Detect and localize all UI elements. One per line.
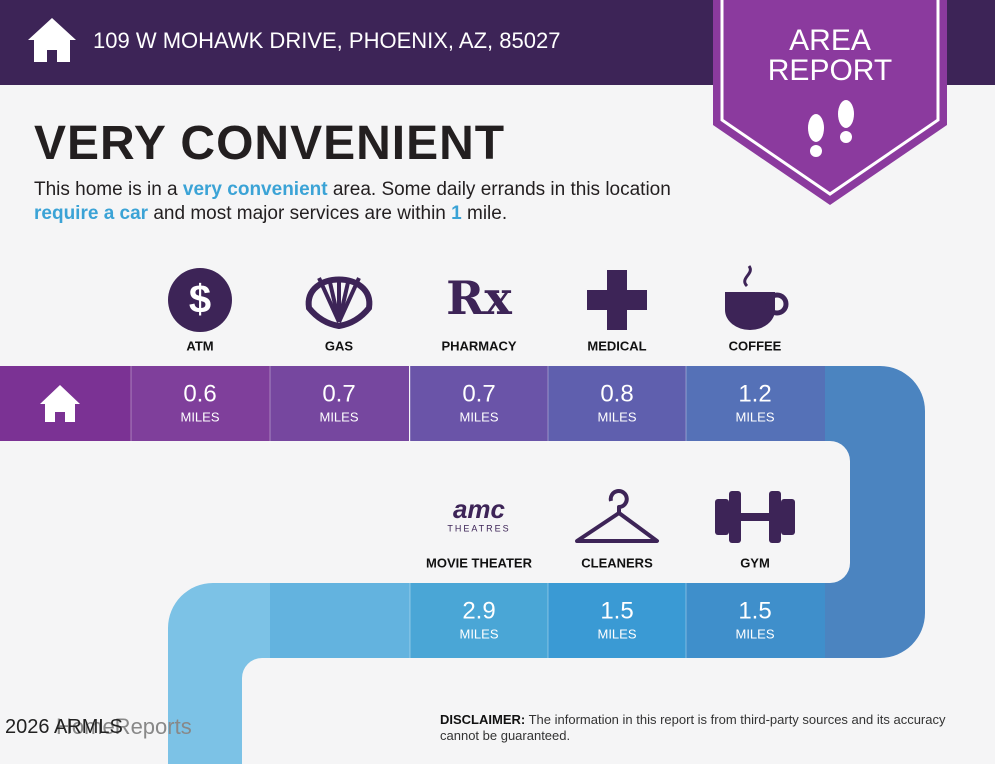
distance: 0.7 [462,380,495,407]
badge-text: AREA [789,24,871,57]
service-name: CLEANERS [581,555,653,570]
distance: 0.8 [600,380,633,407]
distance: 0.7 [322,380,355,407]
icon [735,513,775,521]
distance-unit: MILES [597,626,636,641]
icon [305,276,373,330]
disclaimer-text: The information in this report is from t… [440,712,946,743]
distance-unit: MILES [319,409,358,424]
icon [769,491,781,543]
logo: THEATRES [447,523,510,533]
distance-unit: MILES [735,626,774,641]
route-cell [686,366,825,441]
route-cell [686,583,825,658]
icon-glyph: Rx [446,271,512,325]
disclaimer-label: DISCLAIMER: [440,712,526,727]
distance-unit: MILES [735,409,774,424]
service-name: MOVIE THEATER [426,555,533,570]
route-cell [270,366,409,441]
icon [715,499,729,535]
distance-unit: MILES [180,409,219,424]
emphasis: require a car [34,203,149,224]
description: This home is in a very convenient area. … [34,178,714,226]
copyright: 2026 ARMLS [5,716,123,738]
service-name: PHARMACY [441,338,516,353]
footprints [808,100,854,157]
distance-unit: MILES [459,409,498,424]
icon [765,292,789,316]
route-cell [270,583,411,658]
service-name: MEDICAL [587,338,646,353]
route-cell [410,583,549,658]
service-name: GYM [740,555,770,570]
route-turn [824,366,925,658]
icon [781,499,795,535]
distance: 1.5 [738,597,771,624]
icon [168,268,232,332]
distance-unit: MILES [597,409,636,424]
badge-border [720,0,940,196]
icon [337,277,361,323]
route-turn [168,583,270,764]
disclaimer: DISCLAIMER: The information in this repo… [440,712,970,744]
service-name: COFFEE [729,338,782,353]
heading: VERY CONVENIENT [34,117,506,170]
badge-text: REPORT [768,54,892,87]
distance: 1.5 [600,597,633,624]
service-name: ATM [186,338,213,353]
icon [729,491,741,543]
text: area. Some daily errands in this locatio… [327,179,671,200]
home-icon [28,18,76,62]
distance-unit: MILES [459,626,498,641]
logo: amc [453,494,506,524]
icon [575,489,659,543]
route-cell [410,366,549,441]
icon [725,292,775,330]
address: 109 W MOHAWK DRIVE, PHOENIX, AZ, 85027 [93,28,560,53]
distance: 1.2 [738,380,771,407]
service-name: GAS [325,338,354,353]
icon [587,270,647,330]
icon [743,265,752,288]
brand: HomeReports [56,714,192,739]
route-cell [548,583,687,658]
home-icon [40,385,80,422]
icon-glyph: $ [189,278,211,322]
emphasis: very convenient [182,179,328,200]
emphasis: 1 [451,203,462,224]
text: This home is in a [34,179,183,200]
distance: 0.6 [183,380,216,407]
text: mile. [461,203,508,224]
route-cell [131,366,270,441]
text: and most major services are within [148,203,452,224]
route-cell [548,366,687,441]
distance: 2.9 [462,597,495,624]
